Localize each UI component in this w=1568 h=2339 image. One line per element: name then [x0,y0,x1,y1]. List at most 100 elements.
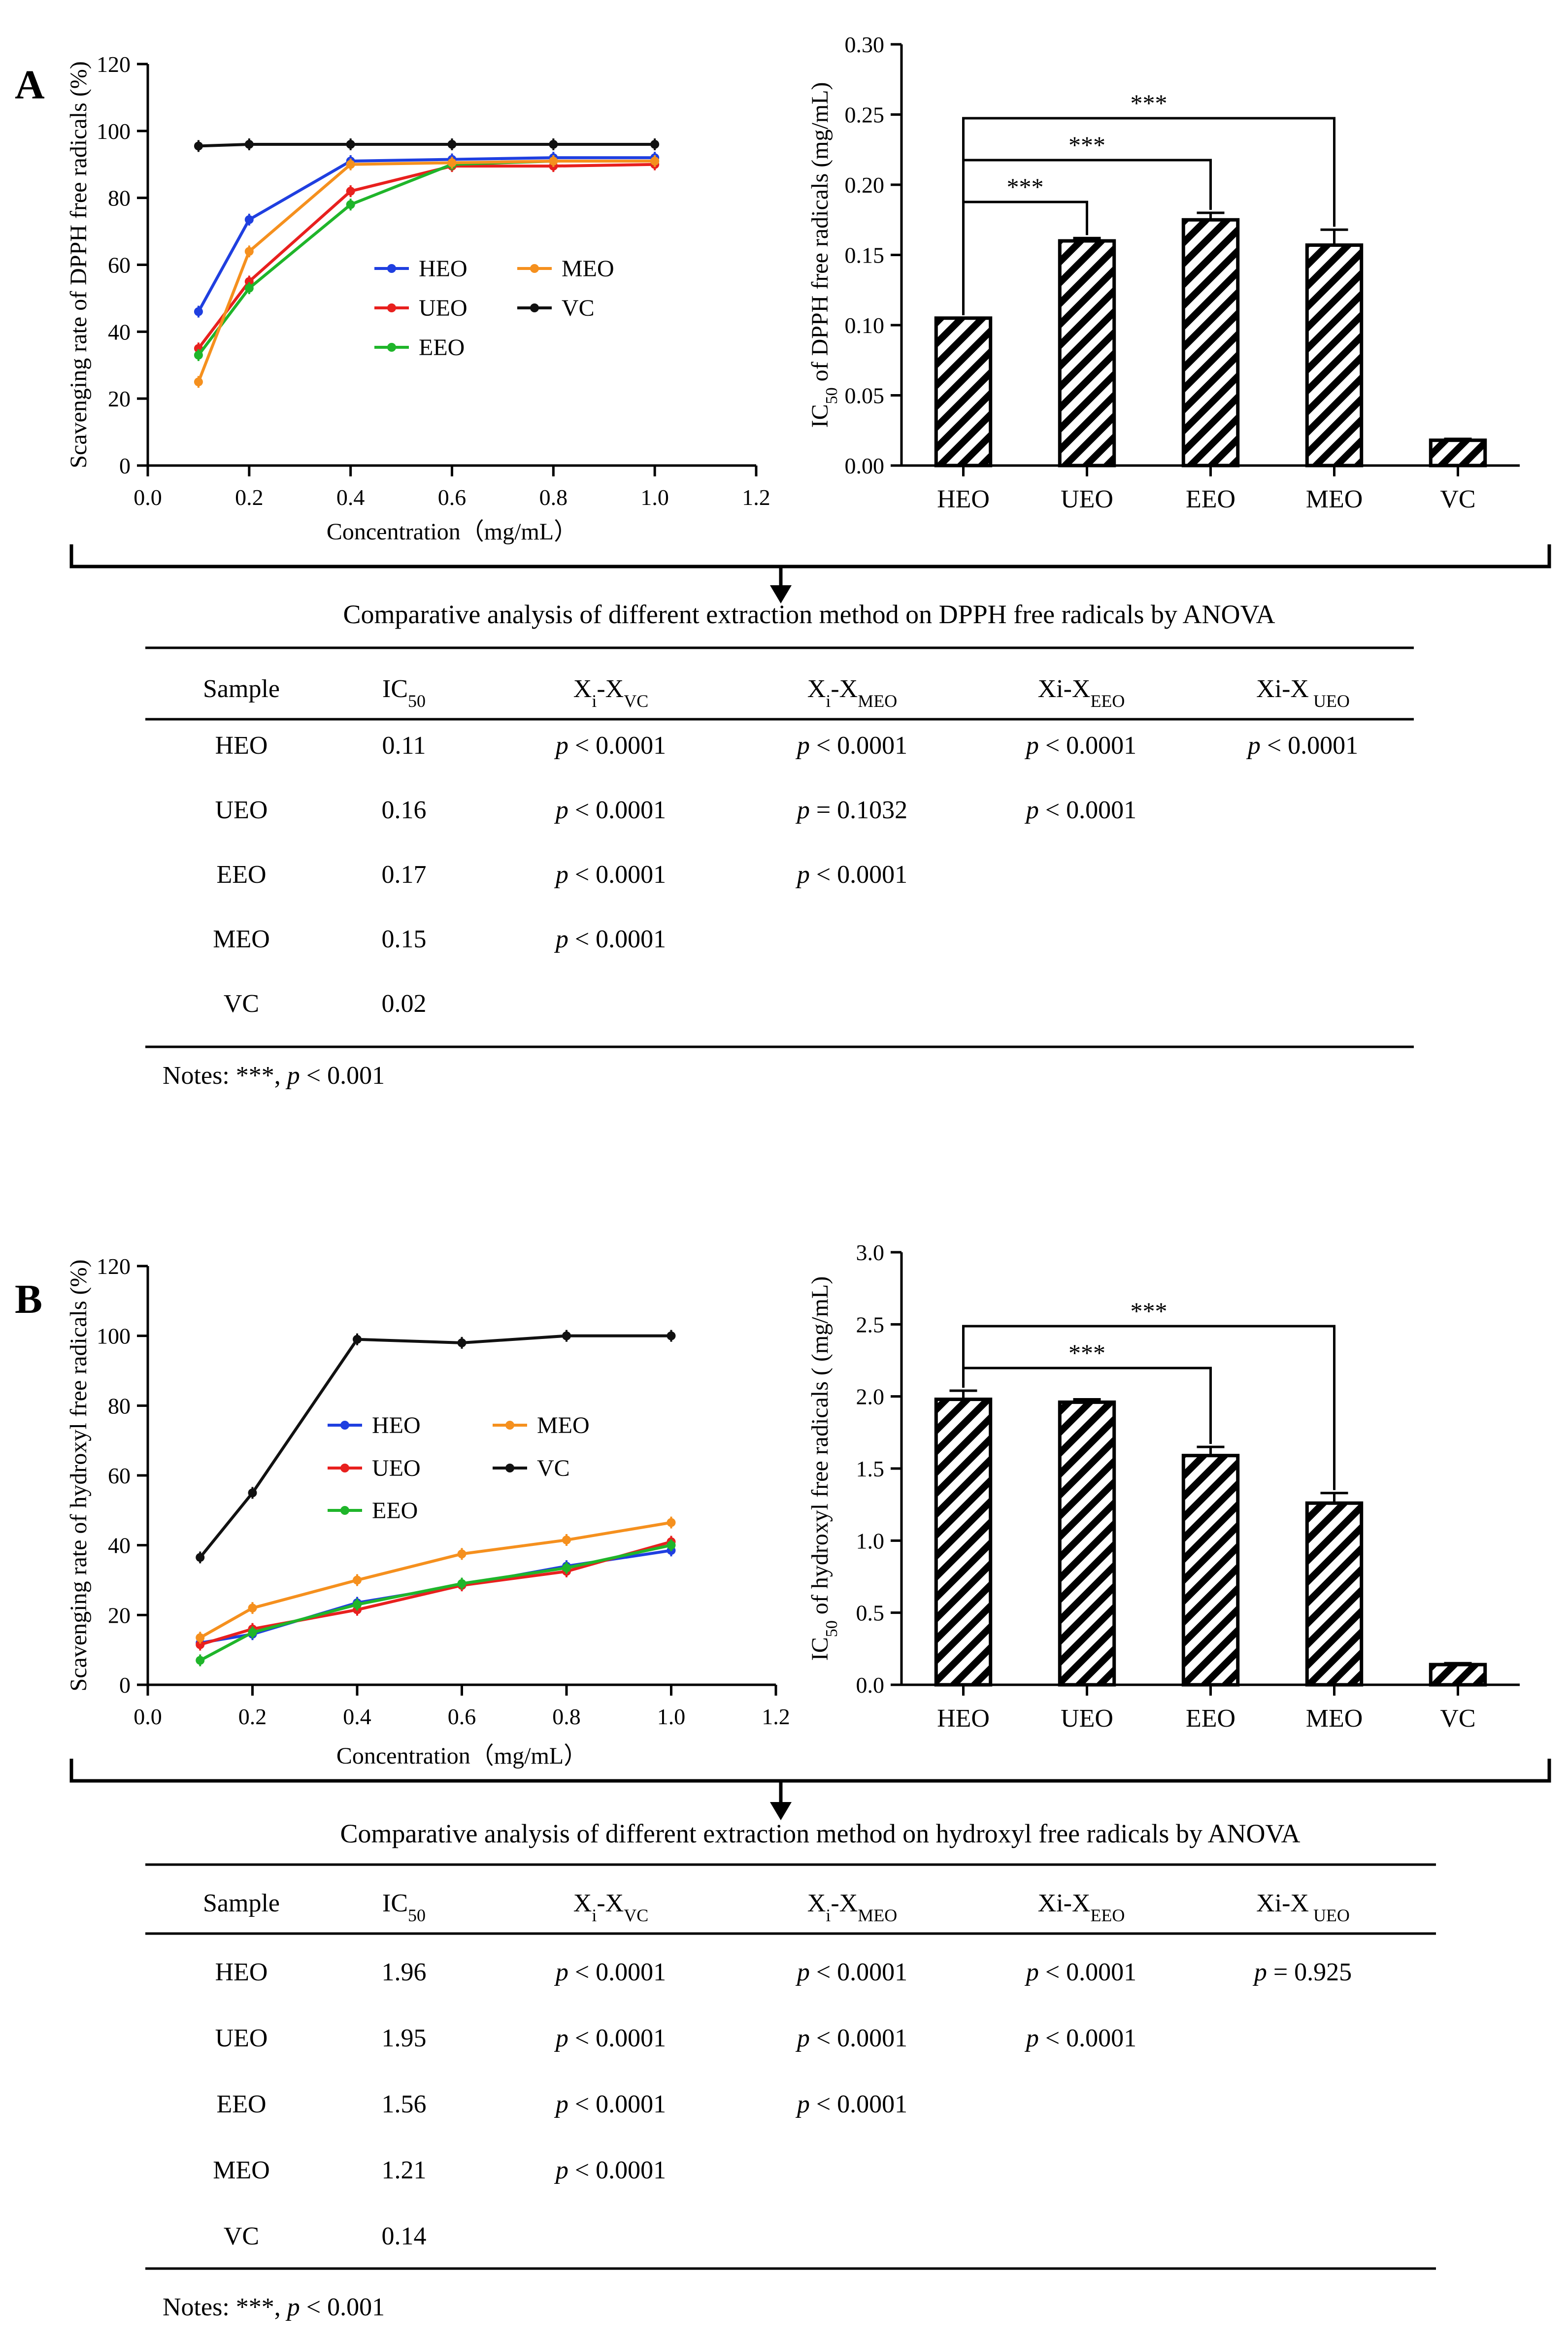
line-chart: 0.0 0.2 0.4 0.6 0.8 1.0 1.2 0 20 40 60 80 100 120Scav… [66,1254,790,1769]
table-cell-pvalue: p < 0.0001 [1024,796,1136,824]
series-line-MEO [197,159,655,383]
y-tick-label: 0.00 [845,453,885,478]
table-cell-ic50: 0.17 [382,861,427,889]
table-cell-sample: EEO [216,2090,266,2118]
data-point-MEO [353,1575,362,1585]
table-cell-ic50: 1.96 [382,1958,427,1986]
p-symbol: p [554,861,568,889]
table-title: Comparative analysis of different extrac… [340,1819,1301,1848]
data-point-VC [194,141,203,151]
notes-rest: < 0.001 [300,1062,385,1090]
table-header-cell: Xi-XEEO [1038,1889,1125,1925]
notes-prefix: Notes: ***, [163,1062,287,1090]
bar-EEO [1181,1454,1240,1687]
header-sub2: VC [624,691,648,711]
table-cell-ic50: 0.16 [382,796,427,824]
table-cell-ic50: 1.95 [382,2024,427,2052]
table-cell-pvalue: p < 0.0001 [1024,732,1136,760]
y-axis-label: Scavenging rate of hydroxyl free radical… [66,1260,92,1692]
header-sub: 50 [408,1905,426,1925]
p-symbol: p [795,796,810,824]
table-cell-pvalue: p < 0.0001 [554,2090,666,2118]
table-header-cell: Xi-X UEO [1256,1889,1350,1925]
table-cell-pvalue: p < 0.0001 [554,732,666,760]
p-value: < 0.0001 [568,2156,666,2184]
table-cell-pvalue: p < 0.0001 [1024,1958,1136,1986]
legend: HEO UEO EEO MEO VC [328,1412,590,1524]
data-point-VC [667,1331,676,1340]
p-value: < 0.0001 [568,2090,666,2118]
x-tick-label: 1.0 [657,1704,686,1729]
legend-marker-UEO [387,303,396,312]
table-notes: Notes: ***, p < 0.001 [163,2293,385,2321]
x-axis-label: Concentration（mg/mL） [336,1743,587,1769]
series-line-HEO [197,156,655,313]
legend-label-UEO: UEO [419,295,467,321]
y-label-sub: 50 [823,1620,841,1637]
y-label-rest: of DPPH free radicals (mg/mL) [807,82,833,388]
y-axis-label: IC50 of hydroxyl free radicals ( (mg/mL) [807,1276,841,1661]
x-tick-label: 0.0 [133,1704,162,1729]
anova-table: Comparative analysis of different extrac… [145,1819,1436,2321]
bar-UEO [1058,239,1116,468]
notes-p: p [285,2293,300,2321]
header-main: X [807,1889,826,1917]
y-tick-label: 100 [97,1324,131,1349]
table-cell-sample: UEO [215,796,268,824]
y-tick-label: 0.0 [856,1672,885,1698]
x-tick-label: 0.4 [336,485,365,510]
data-point-MEO [667,1518,676,1527]
data-point-VC [353,1335,362,1344]
table-cell-pvalue: p < 0.0001 [554,861,666,889]
legend-marker-HEO [340,1421,349,1430]
y-label-main: IC [807,404,833,428]
legend-marker-EEO [340,1506,349,1515]
legend-label-EEO: EEO [372,1498,418,1524]
data-point-MEO [650,156,660,166]
x-tick-label-MEO: MEO [1306,1704,1363,1733]
x-tick-label-EEO: EEO [1186,1704,1235,1733]
table-cell-pvalue: p < 0.0001 [795,861,907,889]
p-value: < 0.0001 [568,861,666,889]
y-tick-label: 120 [97,1254,131,1279]
data-point-MEO [346,160,355,169]
p-value: < 0.0001 [810,2090,907,2118]
legend-label-VC: VC [562,295,595,321]
table-cell-pvalue: p < 0.0001 [554,2156,666,2184]
y-label-sub: 50 [823,387,841,404]
p-symbol: p [1246,732,1261,760]
table-cell-pvalue: p = 0.1032 [795,796,907,824]
header-sub2: UEO [1309,1905,1350,1925]
header-sub: 50 [408,691,426,711]
data-point-MEO [196,1633,205,1642]
legend-marker-MEO [505,1421,514,1430]
y-label-main: IC [807,1637,833,1661]
data-point-EEO [248,1628,257,1637]
x-tick-label: 1.2 [762,1704,790,1729]
header-mid: -X [597,675,624,703]
table-cell-pvalue: p < 0.0001 [795,2090,907,2118]
series-line-EEO [199,1543,672,1662]
header-main: X [807,675,826,703]
table-cell-pvalue: p < 0.0001 [554,796,666,824]
x-tick-label: 0.2 [235,485,264,510]
legend-label-UEO: UEO [372,1455,421,1481]
header-sub2: MEO [858,691,897,711]
data-point-EEO [562,1563,571,1572]
data-point-EEO [667,1540,676,1550]
bar-HEO [934,316,993,468]
x-tick-label-VC: VC [1440,485,1475,513]
y-tick-label: 0.25 [845,102,885,128]
header-sub2: MEO [858,1905,897,1925]
p-value: < 0.0001 [810,861,907,889]
y-label-rest: of hydroxyl free radicals ( (mg/mL) [807,1276,833,1620]
data-point-EEO [346,200,355,209]
significance-label: *** [1131,89,1168,117]
legend-marker-EEO [387,343,396,352]
x-tick-label: 0.8 [539,485,568,510]
y-tick-label: 0 [119,453,131,478]
table-header-cell: Xi-XMEO [807,675,897,711]
p-value: < 0.0001 [810,732,907,760]
